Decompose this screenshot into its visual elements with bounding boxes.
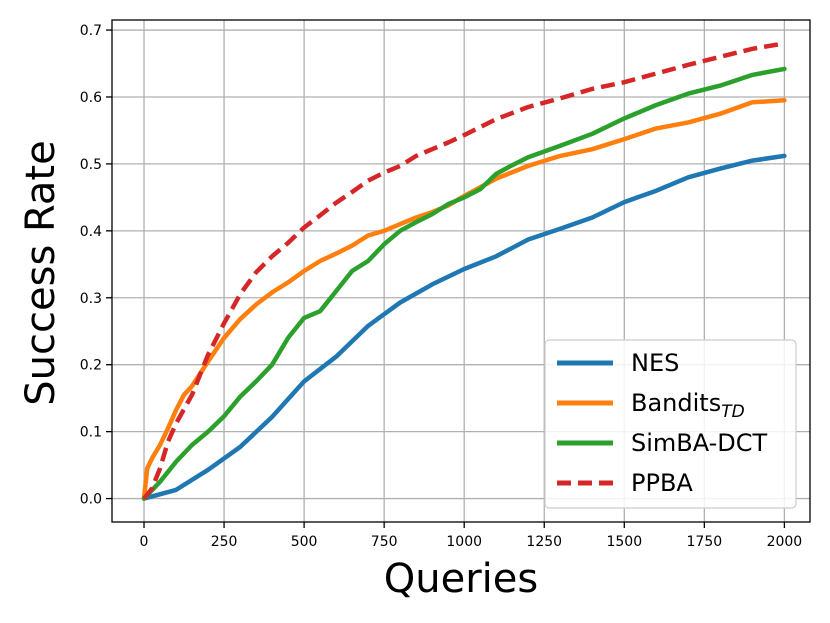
legend-label: BanditsTD	[631, 389, 745, 422]
legend-label: SimBA-DCT	[631, 429, 768, 457]
x-axis-ticks: 0 250 500 750 1000 1250 1500 1750 2000	[140, 522, 803, 550]
legend-label: NES	[631, 349, 679, 377]
plot-frame	[111, 19, 811, 523]
legend-label-text: PPBA	[631, 469, 693, 497]
x-tick-label: 750	[371, 534, 398, 550]
x-tick-label: 1000	[446, 534, 482, 550]
y-tick-label: 0.0	[80, 492, 102, 508]
x-tick-label: 250	[211, 534, 238, 550]
y-axis-ticks: 0.0 0.1 0.2 0.3 0.4 0.5 0.6 0.7	[80, 23, 112, 508]
y-tick-label: 0.3	[80, 291, 102, 307]
y-tick-label: 0.5	[80, 157, 102, 173]
legend-label-text: Bandits	[631, 389, 721, 417]
series-line-nes	[141, 153, 787, 501]
y-tick-label: 0.1	[80, 425, 102, 441]
x-tick-label: 0	[140, 534, 149, 550]
legend-label: PPBA	[631, 469, 693, 497]
x-tick-label: 1500	[606, 534, 642, 550]
y-tick-label: 0.4	[80, 224, 102, 240]
y-tick-label: 0.6	[80, 90, 102, 106]
series-line-simba-dct	[141, 66, 787, 501]
legend: NES BanditsTD SimBA-DCT PPBA	[544, 339, 797, 509]
legend-label-subscript: TD	[721, 402, 744, 422]
x-tick-label: 1250	[526, 534, 562, 550]
series-layer	[141, 41, 787, 501]
legend-label-text: SimBA-DCT	[631, 429, 768, 457]
x-axis-title: Queries	[384, 556, 538, 602]
y-axis-title: Success Rate	[18, 140, 64, 405]
series-line-bandits	[141, 98, 787, 501]
x-tick-label: 2000	[767, 534, 803, 550]
legend-label-text: NES	[631, 349, 679, 377]
x-tick-label: 500	[291, 534, 318, 550]
x-tick-label: 1750	[687, 534, 723, 550]
series-line-ppba	[142, 41, 785, 500]
y-tick-label: 0.2	[80, 358, 102, 374]
y-tick-label: 0.7	[80, 23, 102, 39]
legend-box	[544, 339, 797, 509]
